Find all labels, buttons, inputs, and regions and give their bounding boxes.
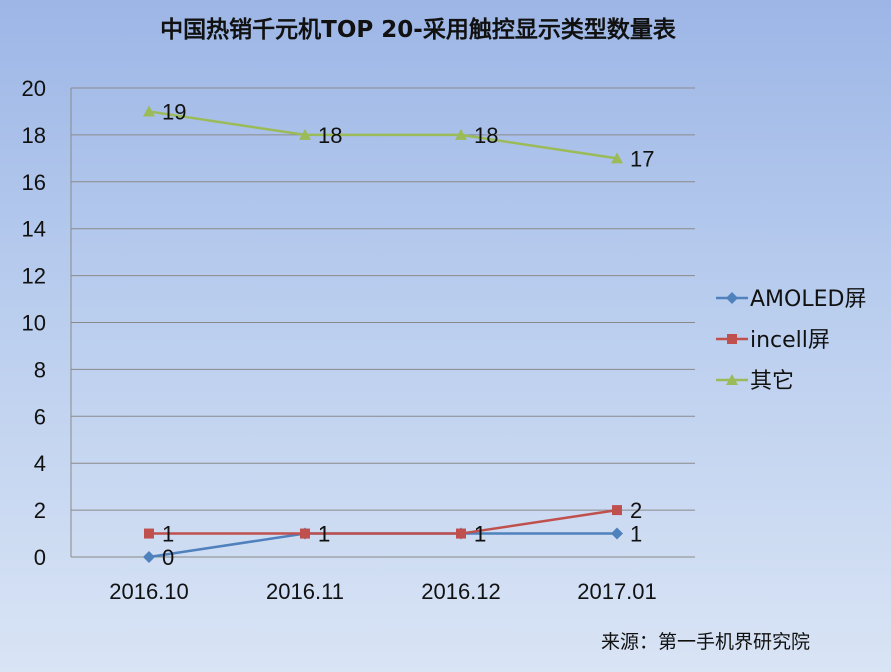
y-tick-label: 0 [34,545,46,570]
y-tick-label: 8 [34,357,46,382]
chart-title: 中国热销千元机TOP 20-采用触控显示类型数量表 [160,16,677,43]
data-label: 1 [474,522,486,547]
data-label: 18 [318,123,342,148]
legend-item: AMOLED屏 [716,287,866,312]
y-tick-label: 20 [22,76,46,101]
data-label: 1 [318,522,330,547]
series-line [148,532,617,559]
y-tick-label: 2 [34,498,46,523]
data-point [144,528,154,539]
data-point [611,527,623,540]
grid-layer [71,87,695,558]
legend-item: incell屏 [716,328,830,353]
data-label: 1 [474,522,486,547]
legend-label: incell屏 [750,328,830,353]
series-line [148,110,618,160]
data-label: 17 [630,146,654,171]
legend-marker [726,292,738,304]
data-point [612,505,622,516]
series-line [149,508,618,535]
series-3: 19 18 18 17 [143,99,654,171]
data-point [143,105,155,117]
series-1: 01 1 1 [143,522,642,570]
x-tick-label: 2016.10 [109,579,189,604]
y-tick-label: 14 [22,217,46,242]
data-point [611,152,623,164]
data-point [456,528,466,539]
data-point [143,551,155,563]
series-2: 1 1 12 [144,498,642,547]
legend-label: AMOLED屏 [750,287,866,312]
data-label: 1 [630,522,642,547]
data-label: 0 [162,545,174,570]
data-label: 2 [630,498,642,523]
data-point [455,128,467,140]
data-label: 19 [162,99,186,124]
data-point [299,128,311,140]
legend-item: 其它 [716,369,794,394]
y-tick-label: 6 [34,404,46,429]
y-tick-label: 16 [22,170,46,195]
data-label: 1 [162,522,174,547]
y-tick-label: 12 [22,264,46,289]
y-tick-label: 18 [22,123,46,148]
y-tick-label: 4 [34,451,46,476]
legend-marker [727,334,737,344]
y-tick-label: 10 [22,311,46,336]
x-tick-label: 2016.12 [421,579,501,604]
source-note: 来源：第一手机界研究院 [601,631,810,653]
data-label: 18 [474,123,498,148]
data-point [300,528,310,539]
legend-label: 其它 [750,369,794,394]
legend-marker [726,374,738,385]
x-tick-label: 2016.11 [266,579,344,604]
x-tick-label: 2017.01 [577,579,657,604]
